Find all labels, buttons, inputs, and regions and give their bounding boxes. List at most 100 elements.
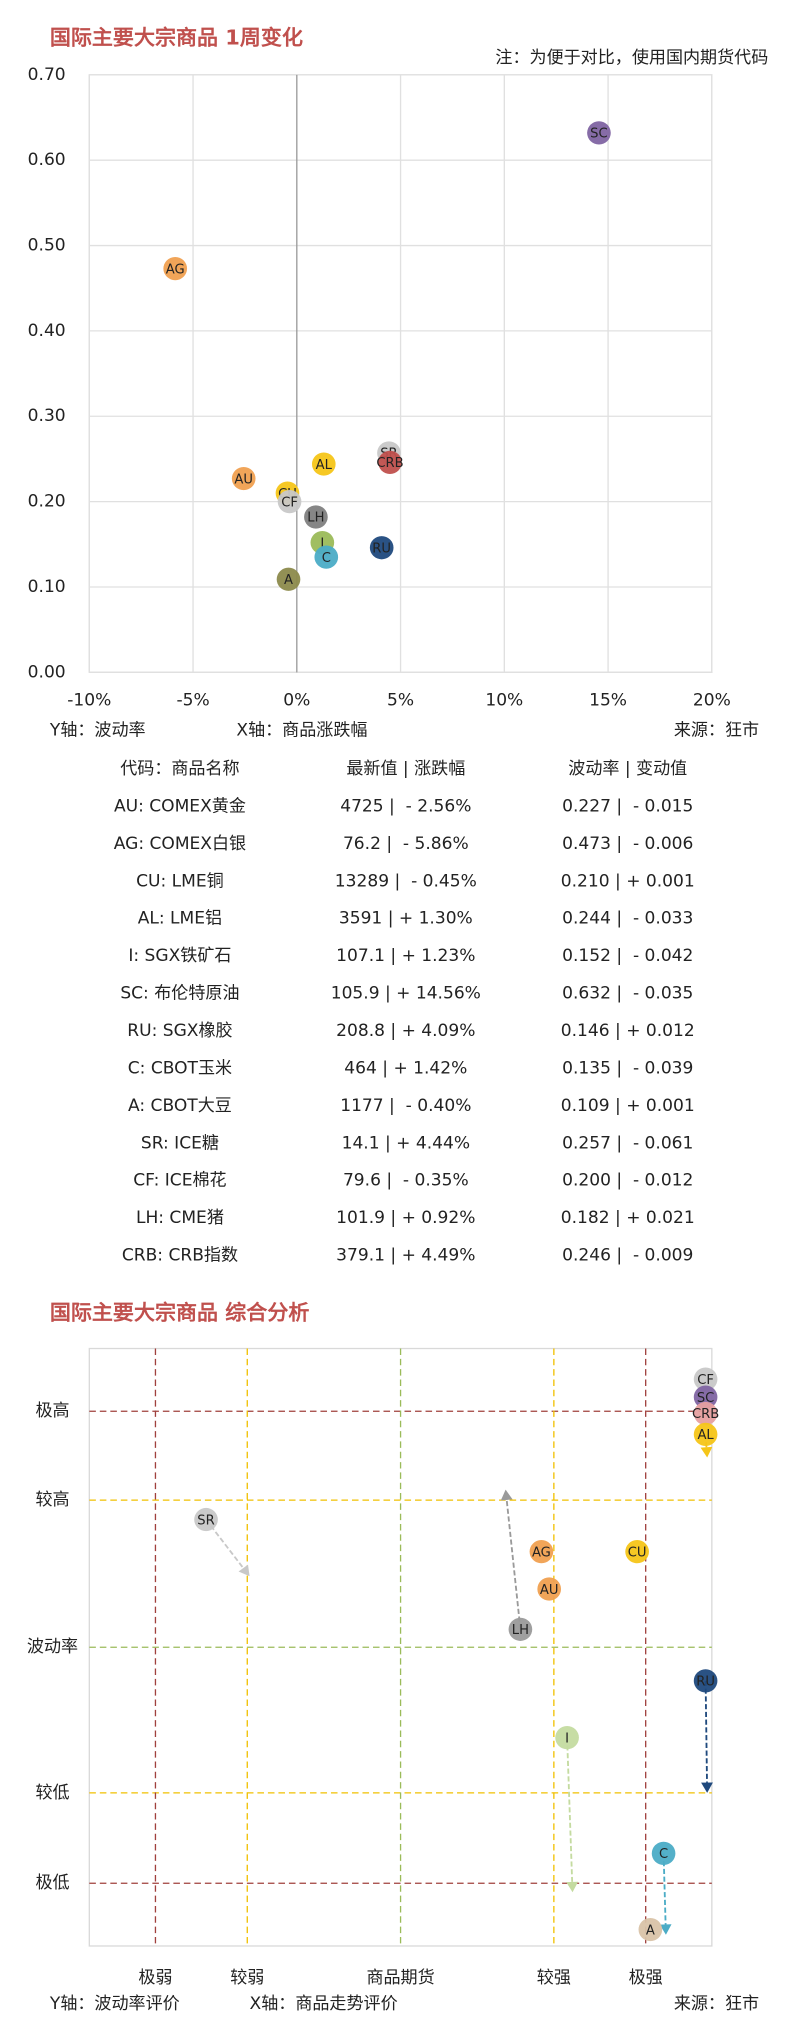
point	[693, 1385, 718, 1409]
table-header: 代码：商品名称	[120, 758, 239, 778]
table-cell: 0.246 | - 0.009	[562, 1245, 693, 1265]
x-tick-label: 0%	[283, 690, 310, 710]
arrow	[701, 1680, 713, 1793]
note: 注：为便于对比，使用国内期货代码	[495, 47, 768, 67]
table-cell: 0.632 | - 0.035	[562, 983, 693, 1003]
x-tick-label: 5%	[387, 690, 414, 710]
table-cell: A: CBOT大豆	[128, 1095, 232, 1115]
point	[587, 121, 611, 145]
point-label: CF	[281, 495, 298, 510]
chart-title: 国际主要大宗商品 综合分析	[50, 1301, 310, 1325]
table-cell: I: SGX铁矿石	[128, 945, 231, 965]
point-label: SR	[197, 1513, 214, 1528]
source: 来源：狂市	[674, 1993, 759, 2013]
point-label: SC	[590, 127, 607, 142]
table-cell: 0.109 | + 0.001	[561, 1095, 695, 1115]
point-label: AG	[532, 1546, 551, 1561]
point	[693, 1367, 718, 1391]
y-tick-label: 0.30	[28, 405, 66, 425]
table-header: 最新值 | 涨跌幅	[346, 758, 465, 778]
point	[651, 1841, 676, 1865]
point-label: CF	[697, 1373, 714, 1388]
arrow	[659, 1853, 672, 1935]
y-tick-label: 极高	[35, 1400, 69, 1420]
table-cell: SR: ICE糖	[141, 1132, 219, 1152]
point-label: RU	[372, 542, 391, 557]
point	[311, 452, 336, 476]
point-label: A	[284, 573, 293, 588]
point	[314, 545, 339, 569]
y-tick-label: 较高	[35, 1489, 69, 1509]
table-cell: 4725 | - 2.56%	[340, 796, 471, 816]
arrow-head	[700, 1446, 713, 1458]
arrow-head	[238, 1564, 250, 1577]
x-tick-label: -5%	[176, 690, 209, 710]
point-label: CU	[628, 1546, 647, 1561]
y-tick-label: 极低	[35, 1872, 69, 1892]
table-cell: 14.1 | + 4.44%	[342, 1132, 470, 1152]
y-tick-label: 波动率	[27, 1636, 78, 1656]
y-tick-label: 0.50	[28, 235, 66, 255]
point-label: RU	[696, 1675, 715, 1690]
x-tick-label: 极强	[629, 1967, 663, 1987]
point-label: AG	[166, 262, 185, 277]
point	[693, 1401, 718, 1426]
point	[529, 1540, 554, 1564]
arrow-shaft	[505, 1499, 522, 1630]
x-tick-label: 较强	[537, 1967, 571, 1987]
point	[231, 466, 256, 491]
x-tick-label: 15%	[589, 690, 627, 710]
table-cell: 101.9 | + 0.92%	[336, 1207, 475, 1227]
point-label: AL	[697, 1428, 714, 1443]
point-label: SC	[697, 1391, 714, 1406]
table-cell: 379.1 | + 4.49%	[336, 1245, 475, 1265]
x-tick-label: 较弱	[230, 1967, 264, 1987]
point	[508, 1617, 533, 1641]
table-cell: 0.200 | - 0.012	[562, 1170, 693, 1190]
point	[163, 256, 188, 281]
point	[304, 505, 328, 529]
table-cell: CU: LME铜	[136, 870, 224, 890]
point-label: LH	[512, 1623, 529, 1638]
table-cell: LH: CME猪	[136, 1207, 224, 1227]
point-label: LH	[307, 511, 324, 526]
table-cell: 13289 | - 0.45%	[335, 870, 477, 890]
y-tick-label: 较低	[35, 1782, 69, 1802]
table-cell: 107.1 | + 1.23%	[336, 945, 475, 965]
arrow-head	[701, 1782, 713, 1793]
x-tick-label: 20%	[693, 690, 731, 710]
chart-title: 国际主要大宗商品 1周变化	[50, 26, 303, 50]
table-cell: 79.6 | - 0.35%	[343, 1170, 469, 1190]
table-cell: 0.257 | - 0.061	[562, 1132, 693, 1152]
x-tick-label: -10%	[67, 690, 111, 710]
y-axis-label: Y轴：波动率评价	[49, 1993, 180, 2013]
point-label: CRB	[376, 456, 403, 471]
point	[625, 1540, 649, 1564]
point	[276, 567, 301, 591]
table-cell: 0.146 | + 0.012	[561, 1020, 695, 1040]
arrow-shaft	[566, 1737, 574, 1882]
point-label: AU	[540, 1583, 559, 1598]
y-tick-label: 0.70	[28, 64, 66, 84]
point-label: C	[322, 551, 331, 566]
table-cell: SC: 布伦特原油	[120, 983, 239, 1003]
point	[277, 490, 302, 514]
arrow-head	[659, 1924, 672, 1935]
x-axis-label: X轴：商品走势评价	[250, 1993, 398, 2013]
y-tick-label: 0.10	[28, 576, 66, 596]
table-cell: 3591 | + 1.30%	[339, 908, 473, 928]
source: 来源：狂市	[674, 719, 759, 739]
table-cell: 1177 | - 0.40%	[340, 1095, 471, 1115]
table-cell: AU: COMEX黄金	[114, 796, 246, 816]
table-cell: C: CBOT玉米	[128, 1058, 232, 1078]
point-label: AU	[234, 472, 253, 487]
table-cell: 105.9 | + 14.56%	[331, 983, 481, 1003]
table-header: 波动率 | 变动值	[568, 758, 687, 778]
point-label: AL	[316, 458, 333, 473]
table-cell: 0.244 | - 0.033	[562, 908, 693, 928]
table-cell: 0.135 | - 0.039	[562, 1058, 693, 1078]
table-cell: 464 | + 1.42%	[344, 1058, 467, 1078]
y-axis-label: Y轴：波动率	[49, 719, 146, 739]
